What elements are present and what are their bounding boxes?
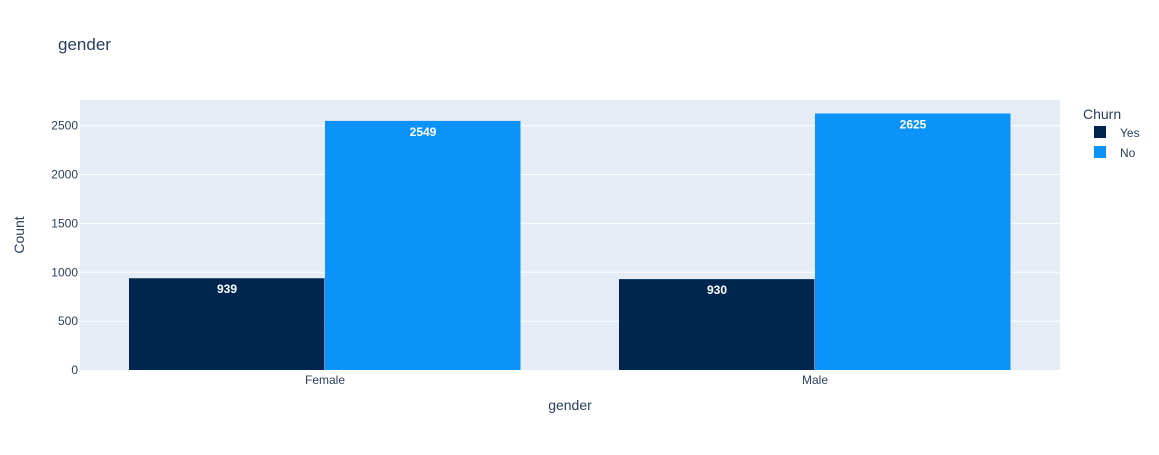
- y-tick-label: 1000: [51, 265, 78, 279]
- y-axis-ticks: 0 500 1000 1500 2000 2500: [51, 119, 78, 377]
- legend-title: Churn: [1083, 106, 1121, 122]
- bar: [129, 278, 325, 370]
- y-tick-label: 1500: [51, 216, 78, 230]
- bar: [815, 113, 1011, 370]
- bar-value-label: 930: [707, 283, 727, 297]
- chart-title: gender: [58, 35, 111, 54]
- legend-item-label: Yes: [1120, 126, 1140, 140]
- bar-value-label: 939: [217, 282, 237, 296]
- bars: [129, 113, 1011, 370]
- x-tick-label: Male: [802, 373, 828, 387]
- legend-item-label: No: [1120, 146, 1136, 160]
- legend-swatch: [1094, 126, 1106, 138]
- legend-swatch: [1094, 146, 1106, 158]
- x-tick-label: Female: [305, 373, 345, 387]
- y-tick-label: 2000: [51, 168, 78, 182]
- x-axis-ticks: Female Male: [305, 373, 828, 387]
- bar-value-label: 2625: [900, 117, 927, 131]
- bar-value-label: 2549: [410, 125, 437, 139]
- y-tick-label: 2500: [51, 119, 78, 133]
- bar: [619, 279, 815, 370]
- legend: Churn Yes No: [1083, 106, 1140, 160]
- bar-labels: 939 2549 930 2625: [217, 117, 927, 297]
- y-axis-label: Count: [11, 216, 27, 253]
- x-axis-label: gender: [548, 397, 592, 413]
- y-tick-label: 0: [71, 363, 78, 377]
- y-tick-label: 500: [58, 314, 78, 328]
- bar: [325, 120, 521, 370]
